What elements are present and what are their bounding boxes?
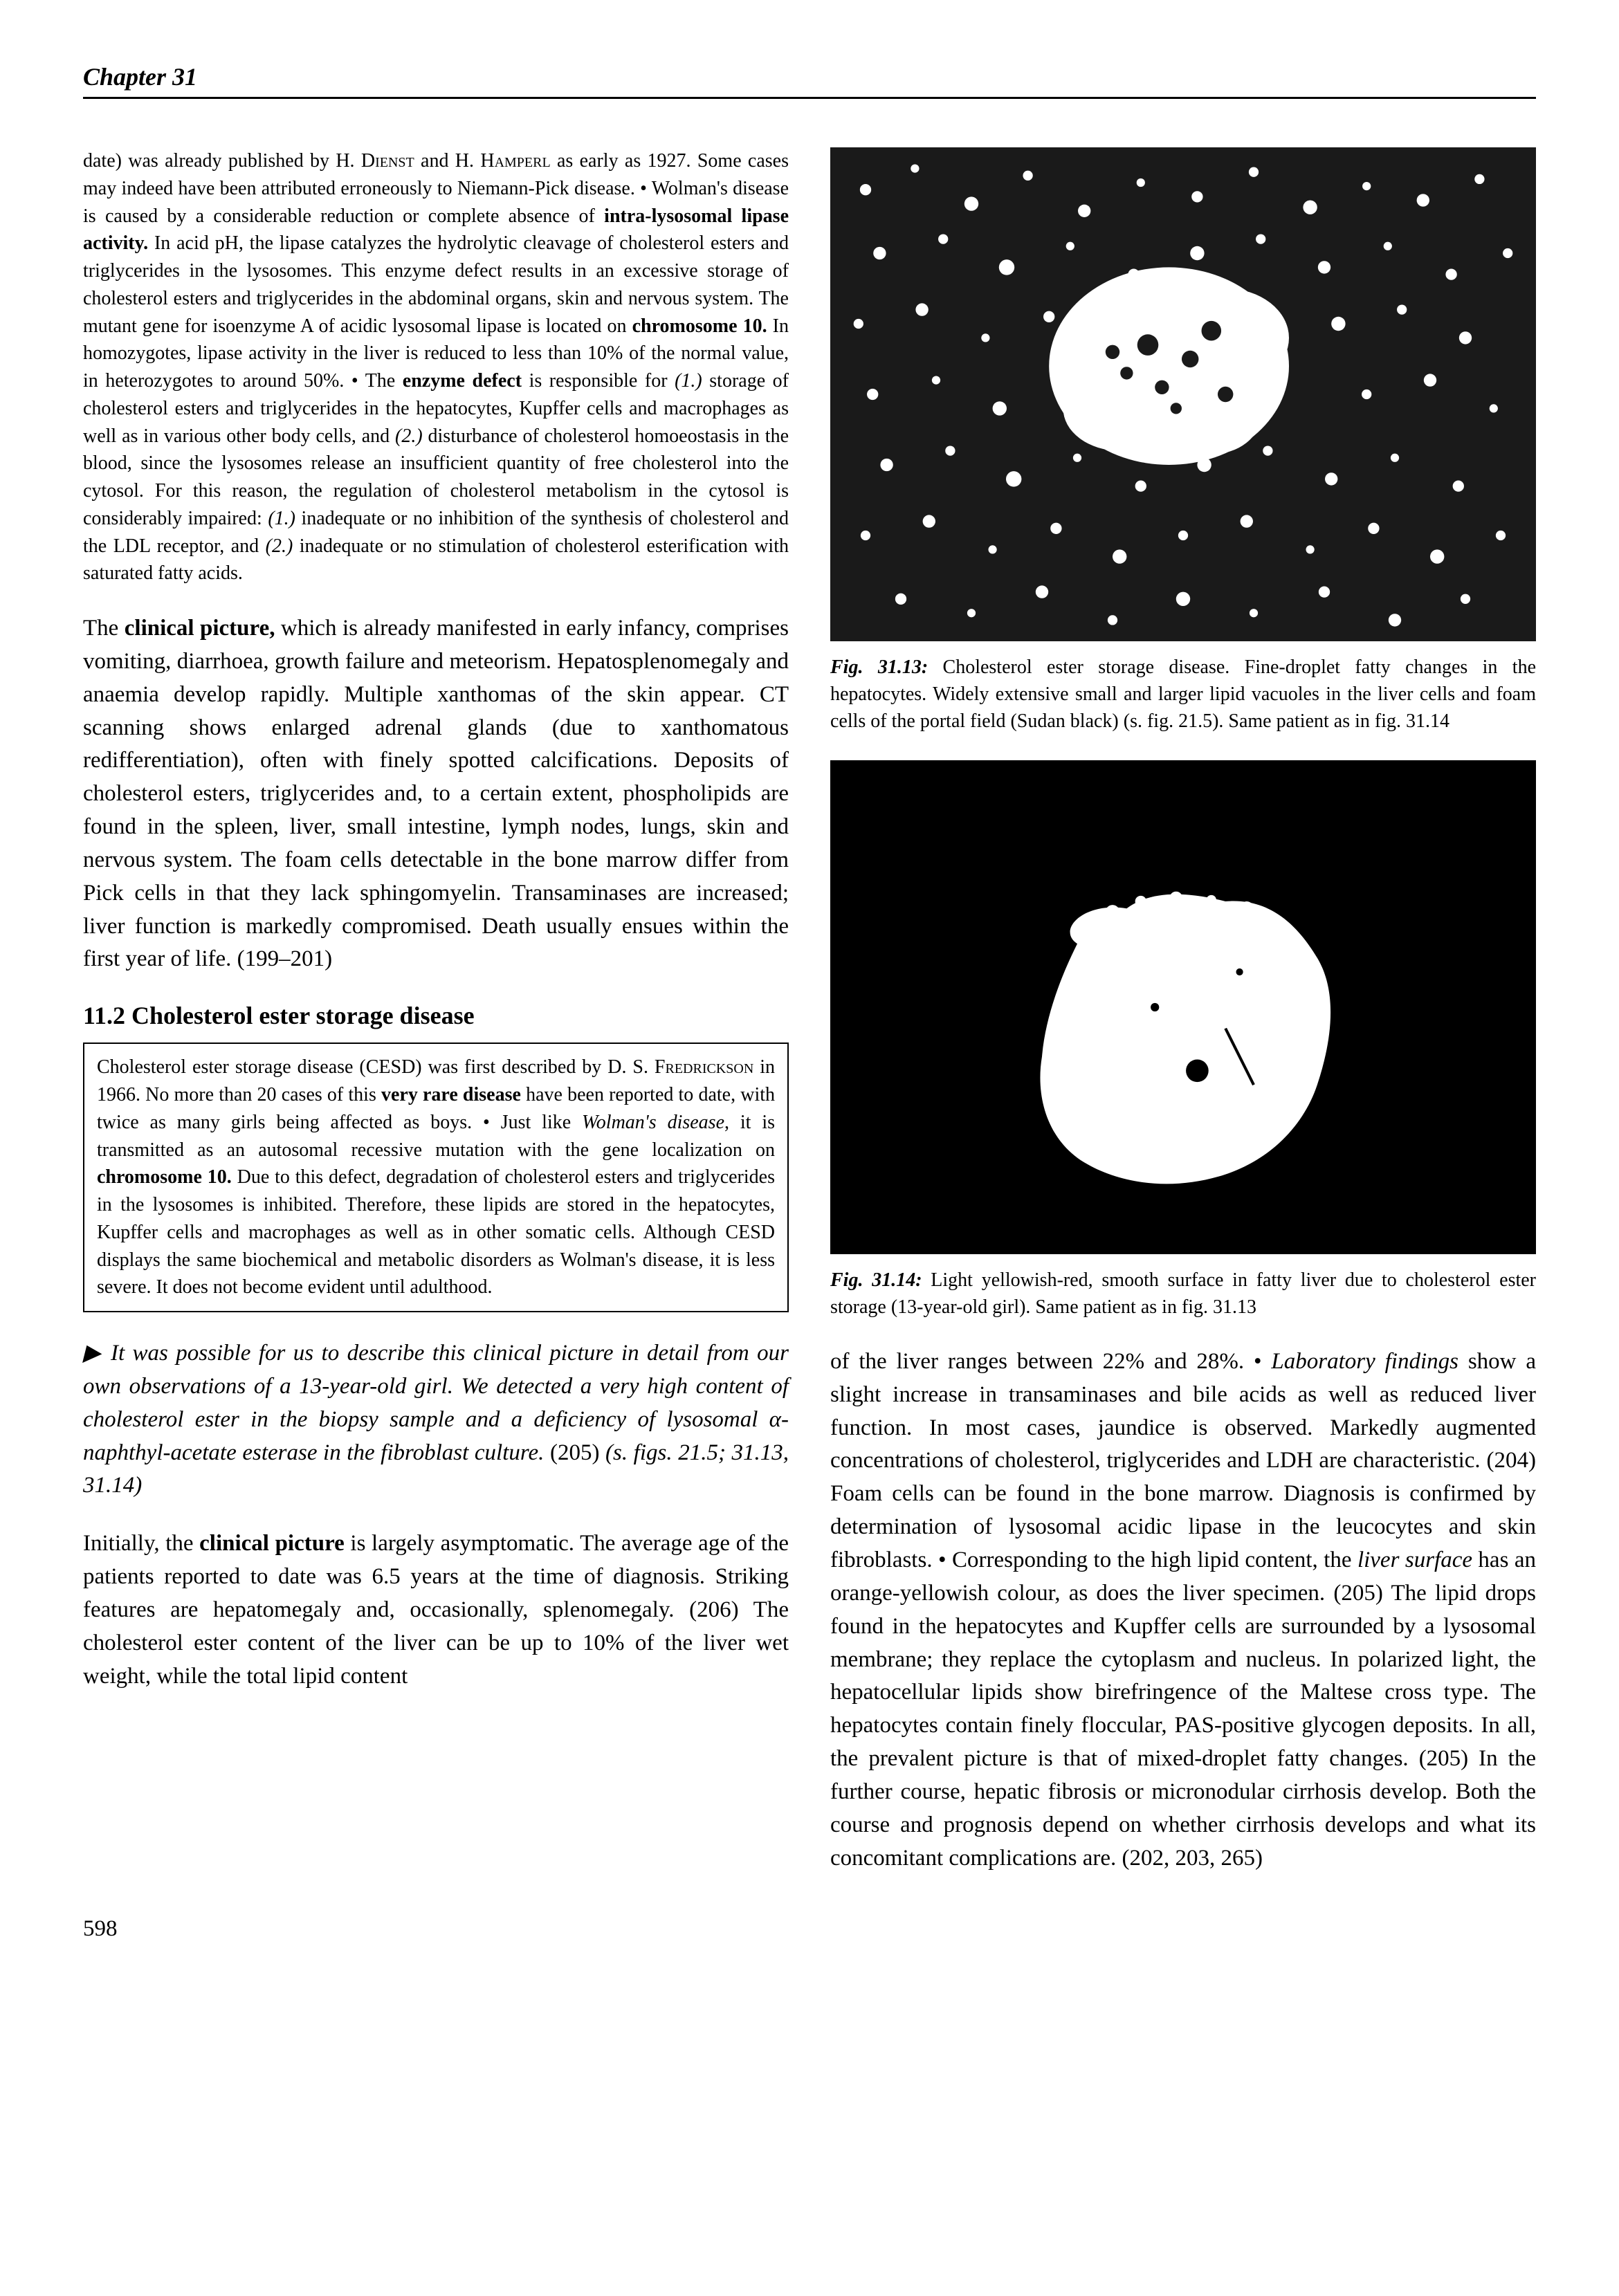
para-small-1: date) was already published by H. Dienst… bbox=[83, 147, 789, 587]
figure-31-13 bbox=[830, 147, 1536, 641]
figure-31-14-caption: Fig. 31.14: Light yellowish-red, smooth … bbox=[830, 1267, 1536, 1321]
two-column-layout: date) was already published by H. Dienst… bbox=[83, 147, 1536, 1875]
figure-31-14 bbox=[830, 760, 1536, 1254]
para-body-right: of the liver ranges between 22% and 28%.… bbox=[830, 1346, 1536, 1875]
info-box-cesd: Cholesterol ester storage disease (CESD)… bbox=[83, 1043, 789, 1312]
italic-clinical-note: ▶ It was possible for us to describe thi… bbox=[83, 1337, 789, 1503]
figure-31-14-svg bbox=[830, 760, 1536, 1254]
para-body-initial: Initially, the clinical picture is large… bbox=[83, 1527, 789, 1693]
para-body-clinical: The clinical picture, which is already m… bbox=[83, 612, 789, 976]
chapter-header: Chapter 31 bbox=[83, 62, 1536, 91]
left-column: date) was already published by H. Dienst… bbox=[83, 147, 789, 1875]
figure-31-13-caption: Fig. 31.13: Cholesterol ester storage di… bbox=[830, 654, 1536, 735]
page-number: 598 bbox=[83, 1916, 1536, 1942]
right-column: Fig. 31.13: Cholesterol ester storage di… bbox=[830, 147, 1536, 1875]
section-heading-11-2: 11.2 Cholesterol ester storage disease bbox=[83, 1001, 789, 1030]
figure-31-13-svg bbox=[830, 147, 1536, 641]
header-rule bbox=[83, 97, 1536, 99]
